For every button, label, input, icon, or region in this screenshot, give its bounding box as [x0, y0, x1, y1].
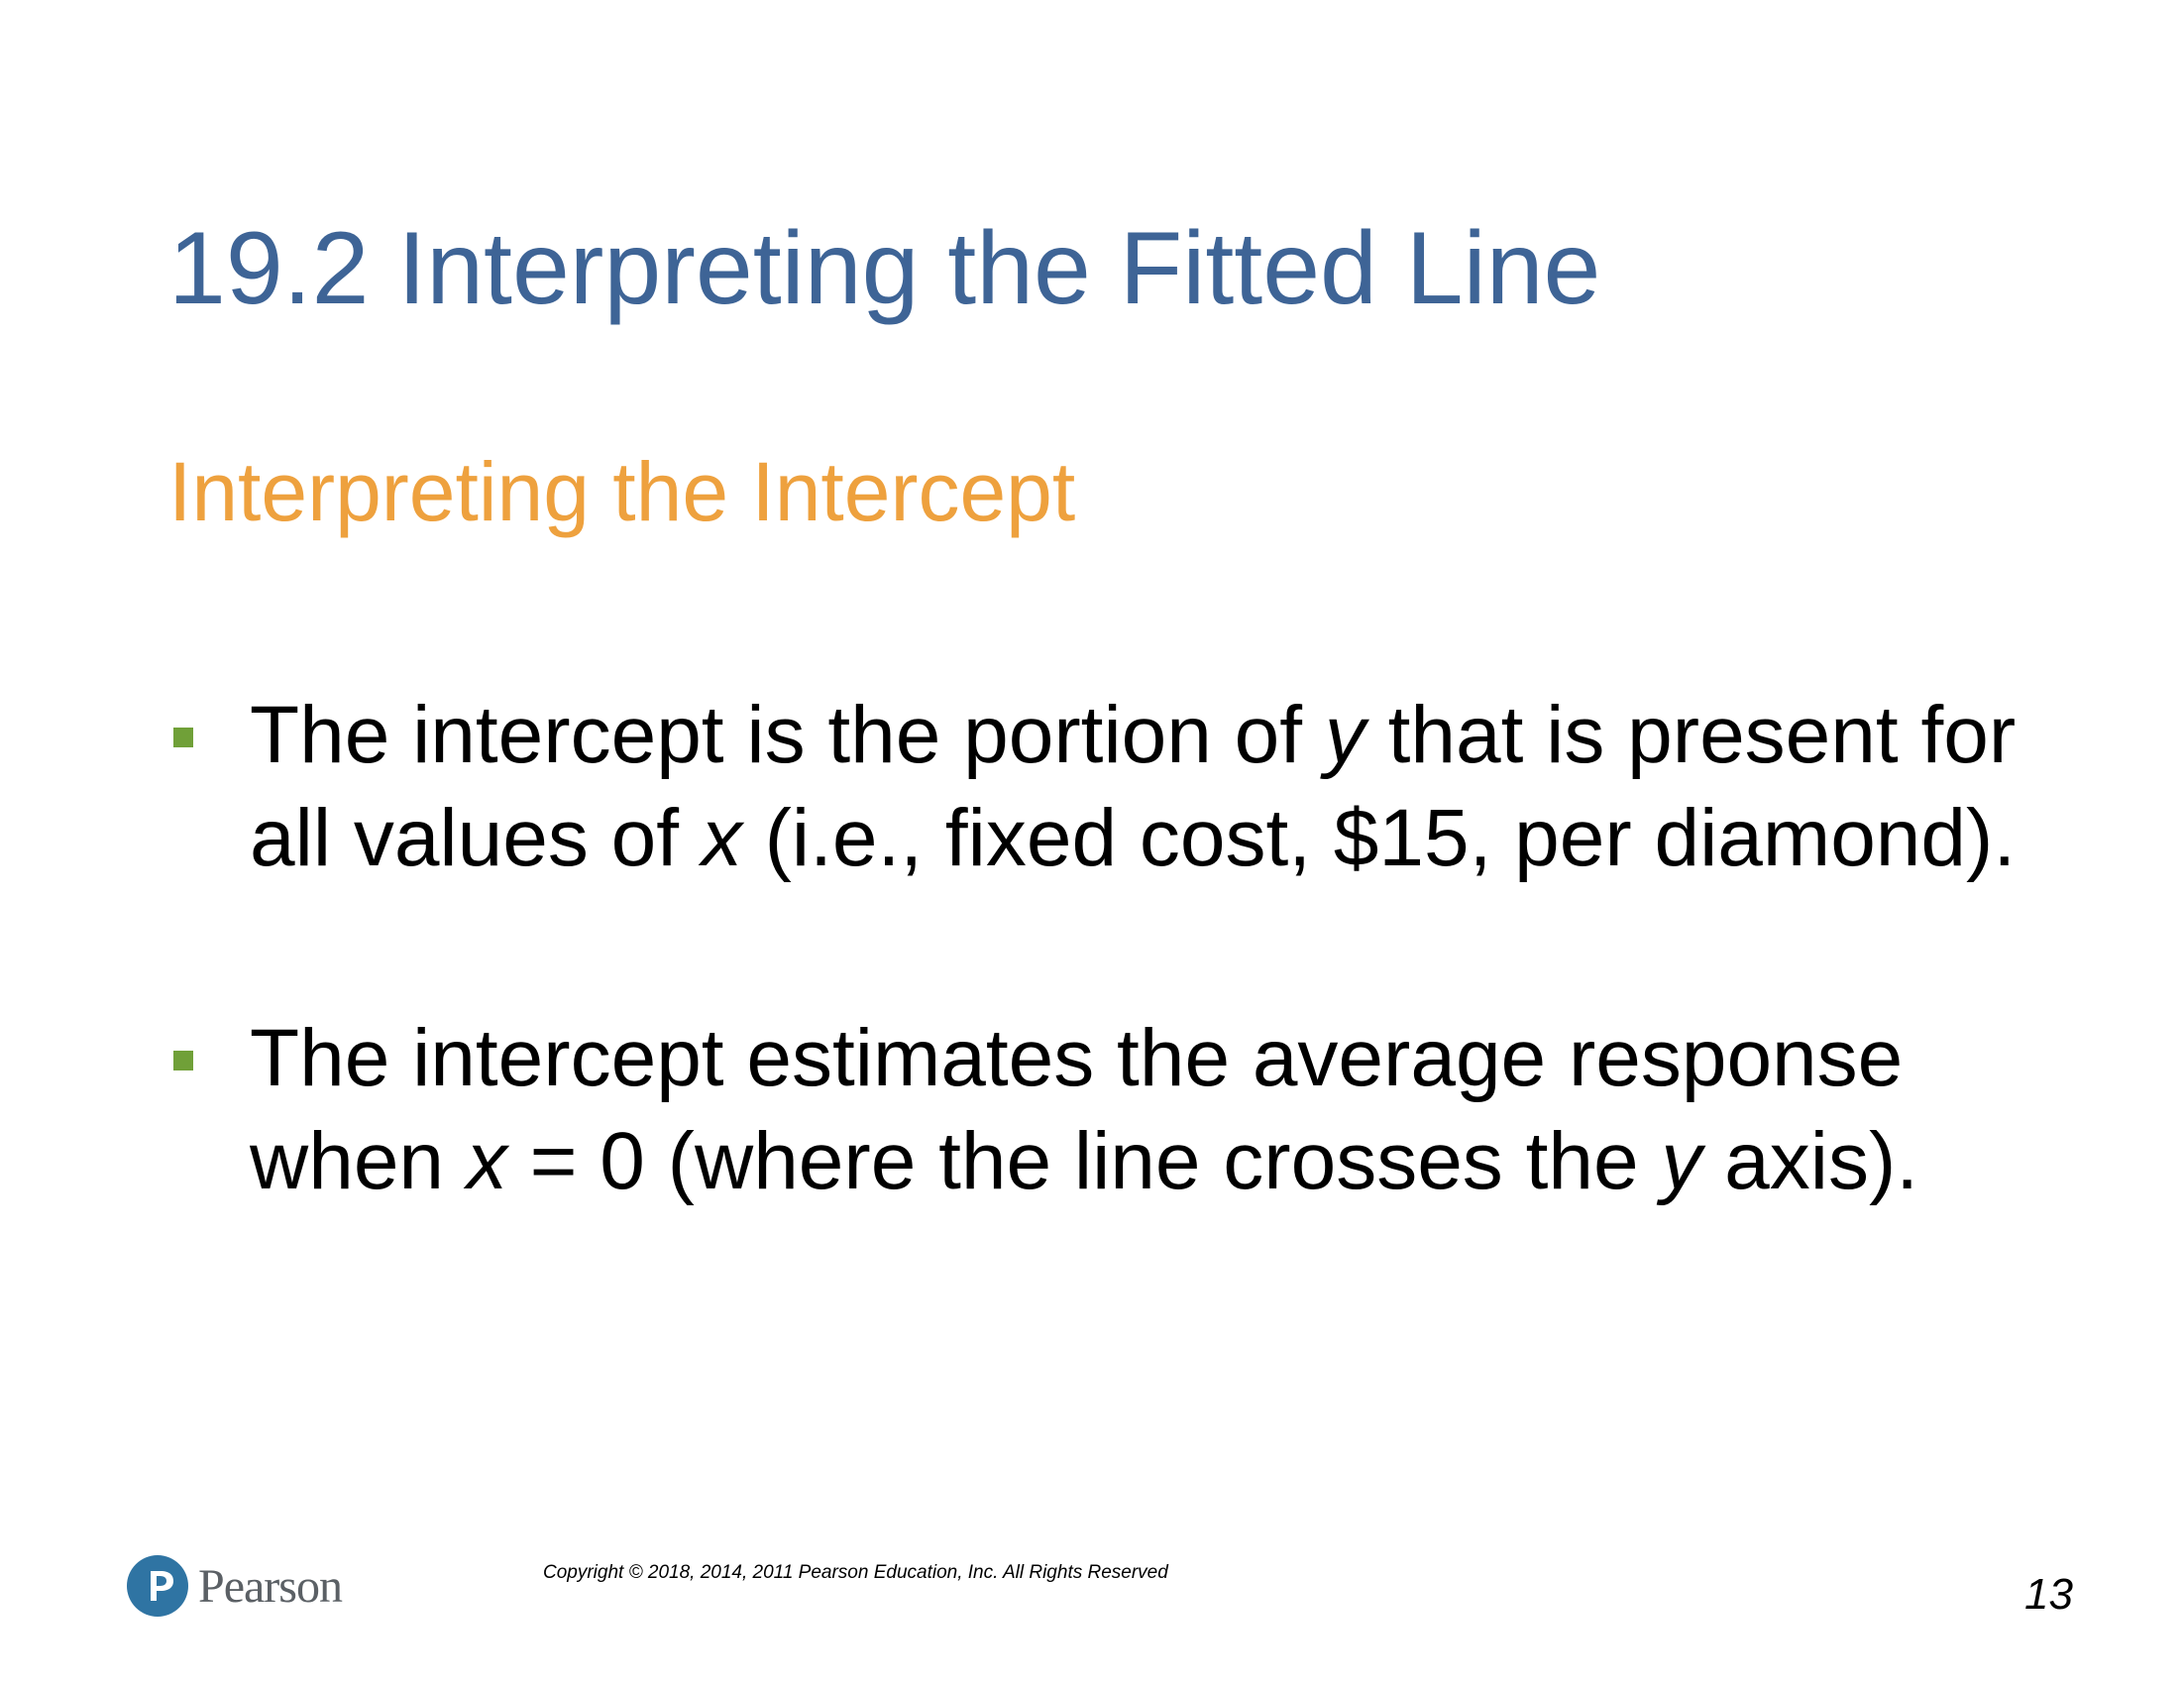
slide-title: 19.2 Interpreting the Fitted Line — [168, 211, 1601, 326]
square-bullet-icon — [173, 728, 193, 747]
slide-subtitle: Interpreting the Intercept — [168, 445, 1076, 538]
pearson-logo: Pearson — [127, 1550, 343, 1622]
square-bullet-icon — [173, 1051, 193, 1070]
bullet-text: The intercept estimates the average resp… — [250, 1013, 1919, 1206]
page-number: 13 — [2024, 1570, 2073, 1619]
copyright-notice: Copyright © 2018, 2014, 2011 Pearson Edu… — [543, 1562, 1168, 1583]
bullet-text: The intercept is the portion of y that i… — [250, 690, 2017, 883]
pearson-logo-icon — [127, 1555, 188, 1617]
pearson-wordmark: Pearson — [198, 1559, 343, 1613]
